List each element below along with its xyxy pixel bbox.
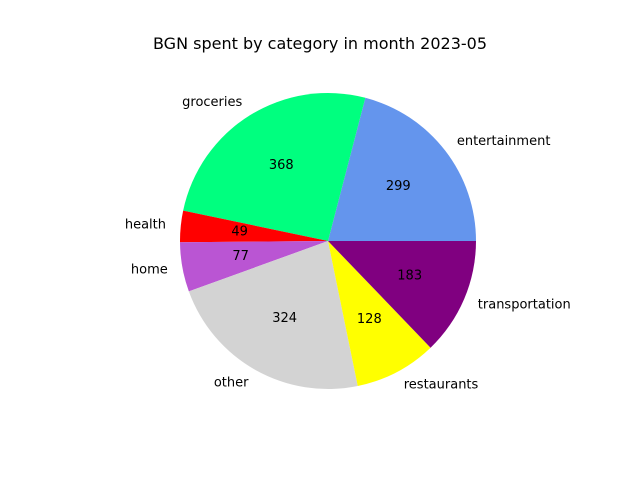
pie-slice-other bbox=[188, 241, 358, 390]
slice-label-other: other bbox=[214, 376, 249, 391]
slice-value-home: 77 bbox=[232, 249, 249, 264]
slice-label-restaurants: restaurants bbox=[404, 378, 479, 393]
pie-slice-groceries bbox=[183, 93, 366, 241]
slice-value-health: 49 bbox=[231, 225, 248, 240]
pie-slice-entertainment bbox=[328, 97, 476, 242]
pie-labels: entertainment 299 groceries 368 health 49 home… bbox=[125, 95, 571, 393]
pie-slices bbox=[180, 93, 476, 390]
pie-slice-transportation bbox=[328, 241, 476, 348]
slice-value-groceries: 368 bbox=[269, 158, 294, 173]
slice-value-restaurants: 128 bbox=[357, 312, 382, 327]
slice-label-groceries: groceries bbox=[182, 95, 242, 110]
pie-slice-restaurants bbox=[328, 241, 431, 386]
pie-slice-health bbox=[180, 210, 328, 243]
slice-value-other: 324 bbox=[272, 311, 297, 326]
slice-label-home: home bbox=[131, 262, 168, 277]
pie-slice-home bbox=[180, 241, 328, 292]
slice-value-entertainment: 299 bbox=[386, 179, 411, 194]
slice-label-entertainment: entertainment bbox=[457, 134, 551, 149]
slice-value-transportation: 183 bbox=[397, 268, 422, 283]
slice-label-transportation: transportation bbox=[478, 297, 571, 312]
slice-label-health: health bbox=[125, 217, 166, 232]
chart-title: BGN spent by category in month 2023-05 bbox=[152, 34, 488, 53]
